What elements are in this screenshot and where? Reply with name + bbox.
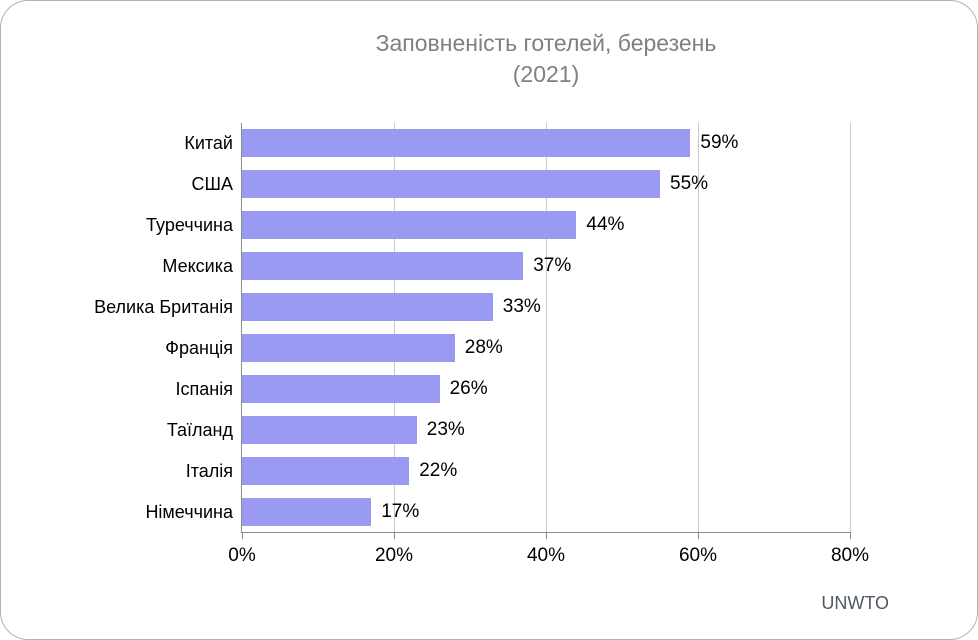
gridline — [545, 123, 547, 532]
category-label: Велика Британія — [94, 297, 233, 318]
value-label: 59% — [700, 132, 739, 154]
plot-area: 0% 20% 40% 60% 80% Китай 59% США 55% Туреччина 44%… — [94, 123, 869, 566]
x-axis-line — [241, 532, 851, 533]
category-label: Туреччина — [146, 215, 233, 236]
bar — [242, 497, 372, 526]
x-tick-label: 80% — [830, 545, 870, 566]
category-label: Китай — [184, 133, 233, 154]
source-label: UNWTO — [821, 593, 889, 613]
x-tick-label: 20% — [374, 545, 414, 566]
axis-tick — [849, 533, 851, 539]
value-label: 22% — [419, 459, 458, 481]
chart-title: Заповненість готелей, березень (2021) — [242, 28, 850, 90]
bar — [242, 293, 493, 322]
axis-tick — [393, 533, 395, 539]
x-tick-label: 40% — [526, 545, 566, 566]
value-label: 33% — [502, 296, 541, 318]
value-label: 44% — [586, 214, 625, 236]
gridline — [393, 123, 395, 532]
category-label: США — [191, 174, 233, 195]
gridline — [697, 123, 699, 532]
bar — [242, 374, 440, 403]
value-label: 37% — [533, 255, 572, 277]
y-axis-line — [241, 123, 242, 533]
gridline — [849, 123, 851, 532]
axis-tick — [697, 533, 699, 539]
category-label: Таїланд — [166, 419, 233, 440]
bar — [242, 252, 524, 281]
x-tick-label: 0% — [228, 545, 256, 566]
category-label: Італія — [185, 460, 233, 481]
chart-title-line2: (2021) — [512, 61, 580, 87]
value-label: 23% — [426, 418, 465, 440]
bar — [242, 170, 660, 199]
category-label: Франція — [165, 337, 233, 358]
bar — [242, 211, 577, 240]
bar — [242, 415, 417, 444]
value-label: 28% — [464, 336, 503, 358]
chart-title-line1: Заповненість готелей, березень — [375, 30, 717, 56]
category-label: Мексика — [162, 256, 233, 277]
bar — [242, 129, 691, 158]
value-label: 17% — [381, 500, 420, 522]
bar — [242, 333, 455, 362]
category-label: Німеччина — [145, 501, 233, 522]
bar — [242, 456, 410, 485]
category-label: Іспанія — [175, 378, 233, 399]
axis-tick — [241, 533, 243, 539]
axis-tick — [545, 533, 547, 539]
value-label: 55% — [670, 173, 709, 195]
x-tick-label: 60% — [678, 545, 718, 566]
value-label: 26% — [449, 377, 488, 399]
